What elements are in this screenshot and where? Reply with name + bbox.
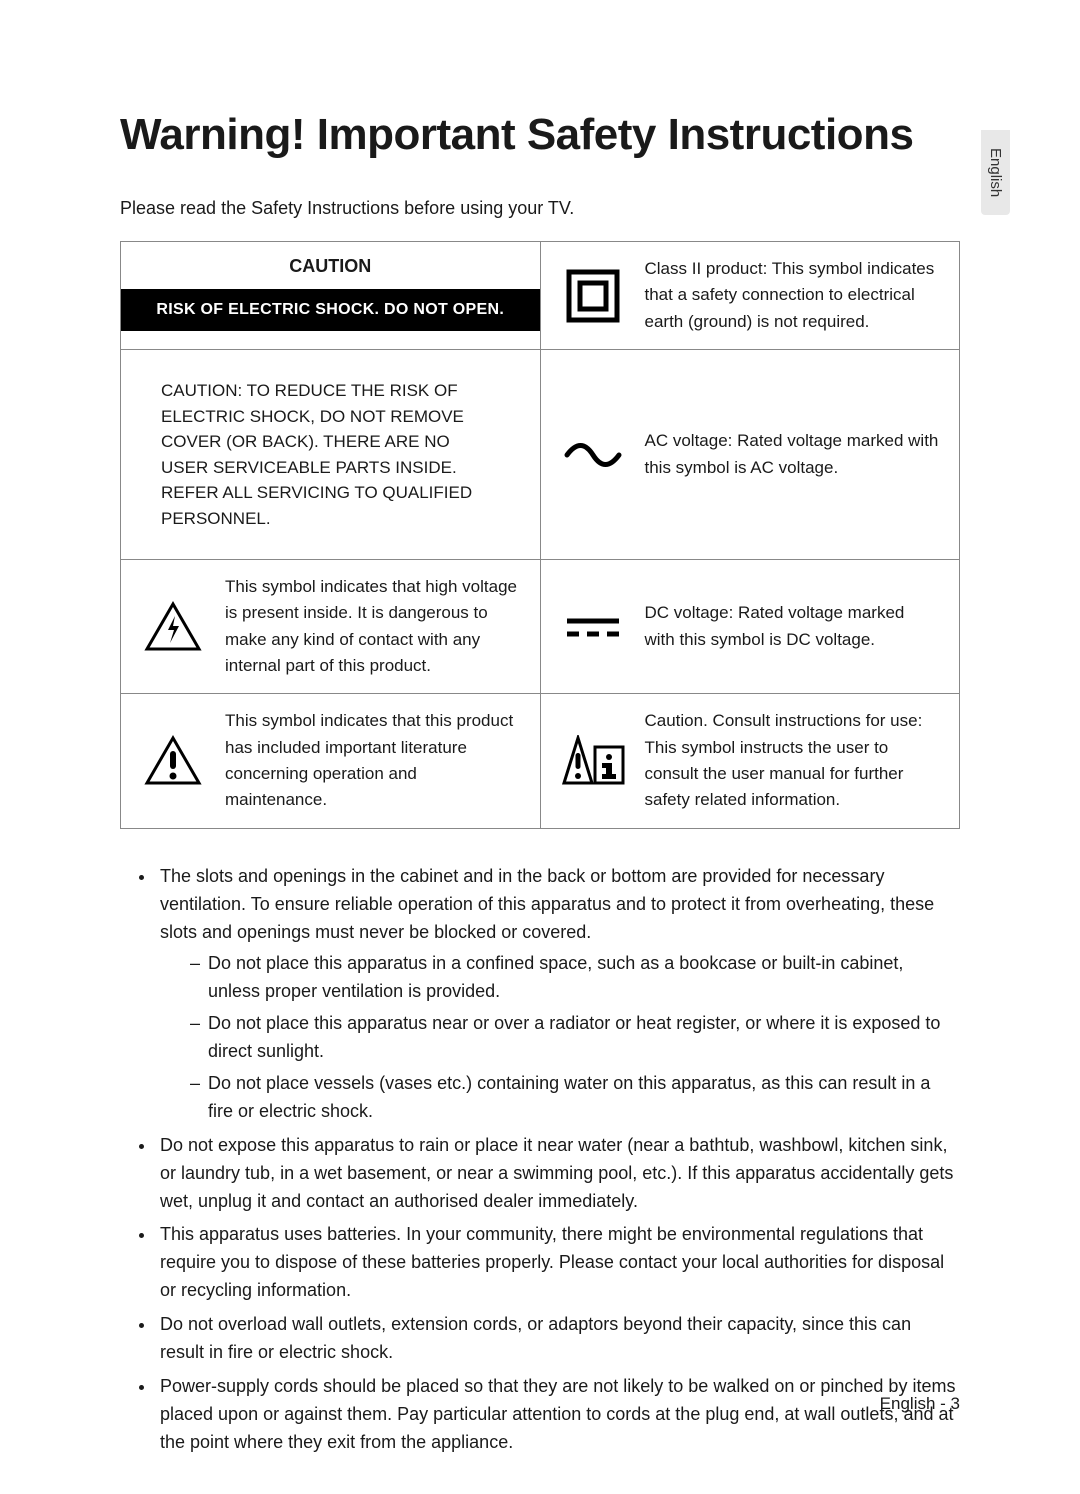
list-item: Power-supply cords should be placed so t… xyxy=(156,1373,960,1457)
ac-cell: AC voltage: Rated voltage marked with th… xyxy=(541,350,961,560)
caution-header-cell: CAUTION RISK OF ELECTRIC SHOCK. DO NOT O… xyxy=(121,242,541,350)
list-item: This apparatus uses batteries. In your c… xyxy=(156,1221,960,1305)
manual-page: English Warning! Important Safety Instru… xyxy=(0,0,1080,1494)
intro-text: Please read the Safety Instructions befo… xyxy=(120,198,960,219)
caution-text: CAUTION: TO REDUCE THE RISK OF ELECTRIC … xyxy=(141,364,520,545)
caution-label: CAUTION xyxy=(121,242,540,289)
class2-icon xyxy=(561,269,625,323)
symbol-table: CAUTION RISK OF ELECTRIC SHOCK. DO NOT O… xyxy=(120,241,960,829)
caution-bar: RISK OF ELECTRIC SHOCK. DO NOT OPEN. xyxy=(121,289,540,331)
dc-cell: DC voltage: Rated voltage marked with th… xyxy=(541,560,961,694)
high-voltage-icon xyxy=(141,601,205,653)
literature-cell: This symbol indicates that this product … xyxy=(121,694,541,828)
consult-icon xyxy=(561,735,625,787)
ac-desc: AC voltage: Rated voltage marked with th… xyxy=(645,428,940,481)
list-item: Do not overload wall outlets, extension … xyxy=(156,1311,960,1367)
page-heading: Warning! Important Safety Instructions xyxy=(120,110,960,160)
bullet-text: The slots and openings in the cabinet an… xyxy=(160,866,934,942)
sub-item: Do not place this apparatus near or over… xyxy=(190,1010,960,1066)
language-tab: English xyxy=(981,130,1010,215)
caution-text-cell: CAUTION: TO REDUCE THE RISK OF ELECTRIC … xyxy=(121,350,541,560)
sub-item: Do not place this apparatus in a confine… xyxy=(190,950,960,1006)
class2-desc: Class II product: This symbol indicates … xyxy=(645,256,940,335)
consult-desc: Caution. Consult instructions for use: T… xyxy=(645,708,940,813)
consult-cell: Caution. Consult instructions for use: T… xyxy=(541,694,961,828)
list-item: Do not expose this apparatus to rain or … xyxy=(156,1132,960,1216)
sub-list: Do not place this apparatus in a confine… xyxy=(160,950,960,1125)
class2-cell: Class II product: This symbol indicates … xyxy=(541,242,961,350)
high-voltage-cell: This symbol indicates that high voltage … xyxy=(121,560,541,694)
dc-desc: DC voltage: Rated voltage marked with th… xyxy=(645,600,940,653)
sub-item: Do not place vessels (vases etc.) contai… xyxy=(190,1070,960,1126)
list-item: The slots and openings in the cabinet an… xyxy=(156,863,960,1126)
safety-bullet-list: The slots and openings in the cabinet an… xyxy=(120,863,960,1457)
dc-icon xyxy=(561,613,625,641)
ac-icon xyxy=(561,440,625,470)
high-voltage-desc: This symbol indicates that high voltage … xyxy=(225,574,520,679)
literature-desc: This symbol indicates that this product … xyxy=(225,708,520,813)
page-footer: English - 3 xyxy=(880,1394,960,1414)
literature-icon xyxy=(141,735,205,787)
